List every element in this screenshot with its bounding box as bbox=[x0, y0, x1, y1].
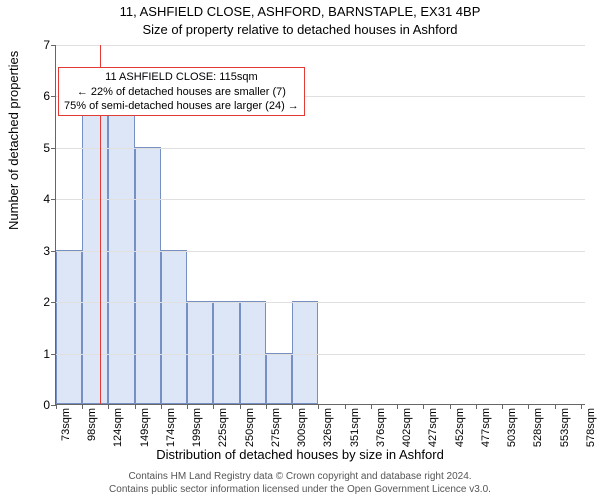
x-axis-label: Distribution of detached houses by size … bbox=[0, 447, 600, 462]
histogram-bar bbox=[135, 147, 161, 404]
x-tick-mark bbox=[318, 404, 319, 409]
chart-title-description: Size of property relative to detached ho… bbox=[0, 22, 600, 37]
annotation-line-1: 11 ASHFIELD CLOSE: 115sqm bbox=[105, 71, 257, 83]
x-tick-label: 528sqm bbox=[532, 408, 544, 447]
x-tick-mark bbox=[450, 404, 451, 409]
x-tick-mark bbox=[476, 404, 477, 409]
chart-title-address: 11, ASHFIELD CLOSE, ASHFORD, BARNSTAPLE,… bbox=[0, 4, 600, 19]
x-tick-label: 199sqm bbox=[191, 408, 203, 447]
x-tick-label: 402sqm bbox=[401, 408, 413, 447]
x-tick-mark bbox=[345, 404, 346, 409]
gridline-h bbox=[56, 302, 585, 303]
chart-container: { "chart": { "type": "histogram", "title… bbox=[0, 0, 600, 500]
x-tick-mark bbox=[135, 404, 136, 409]
x-tick-label: 275sqm bbox=[270, 408, 282, 447]
y-tick-label: 5 bbox=[43, 141, 50, 155]
y-tick-mark bbox=[51, 251, 56, 252]
x-tick-mark bbox=[56, 404, 57, 409]
x-tick-label: 225sqm bbox=[217, 408, 229, 447]
x-tick-label: 351sqm bbox=[349, 408, 361, 447]
footer-line-1: Contains HM Land Registry data © Crown c… bbox=[128, 471, 471, 482]
gridline-h bbox=[56, 148, 585, 149]
x-tick-mark bbox=[240, 404, 241, 409]
annotation-line-2: ← 22% of detached houses are smaller (7) bbox=[77, 86, 286, 98]
x-tick-label: 553sqm bbox=[559, 408, 571, 447]
x-tick-mark bbox=[581, 404, 582, 409]
x-tick-label: 477sqm bbox=[480, 408, 492, 447]
x-tick-mark bbox=[187, 404, 188, 409]
y-tick-mark bbox=[51, 45, 56, 46]
x-tick-label: 98sqm bbox=[86, 408, 98, 441]
x-tick-mark bbox=[528, 404, 529, 409]
y-tick-mark bbox=[51, 354, 56, 355]
histogram-bar bbox=[161, 250, 187, 404]
x-tick-label: 250sqm bbox=[244, 408, 256, 447]
y-tick-label: 3 bbox=[43, 244, 50, 258]
y-tick-label: 0 bbox=[43, 398, 50, 412]
gridline-h bbox=[56, 354, 585, 355]
y-tick-label: 2 bbox=[43, 295, 50, 309]
x-tick-label: 452sqm bbox=[454, 408, 466, 447]
histogram-bar bbox=[56, 250, 82, 404]
x-tick-label: 376sqm bbox=[375, 408, 387, 447]
plot-area: 0123456773sqm98sqm124sqm149sqm174sqm199s… bbox=[55, 45, 585, 405]
x-tick-label: 326sqm bbox=[322, 408, 334, 447]
footer-line-2: Contains public sector information licen… bbox=[109, 484, 491, 495]
x-tick-label: 578sqm bbox=[585, 408, 597, 447]
gridline-h bbox=[56, 251, 585, 252]
y-tick-mark bbox=[51, 96, 56, 97]
y-tick-mark bbox=[51, 302, 56, 303]
y-tick-label: 4 bbox=[43, 192, 50, 206]
y-tick-mark bbox=[51, 199, 56, 200]
histogram-bar bbox=[266, 353, 292, 404]
x-tick-mark bbox=[292, 404, 293, 409]
annotation-line-3: 75% of semi-detached houses are larger (… bbox=[64, 100, 299, 112]
x-tick-mark bbox=[502, 404, 503, 409]
x-tick-label: 149sqm bbox=[139, 408, 151, 447]
y-tick-label: 6 bbox=[43, 89, 50, 103]
x-tick-mark bbox=[423, 404, 424, 409]
property-annotation-box: 11 ASHFIELD CLOSE: 115sqm ← 22% of detach… bbox=[58, 67, 305, 116]
x-tick-label: 427sqm bbox=[427, 408, 439, 447]
x-tick-mark bbox=[161, 404, 162, 409]
gridline-h bbox=[56, 199, 585, 200]
y-axis-label: Number of detached properties bbox=[6, 51, 21, 230]
y-tick-label: 1 bbox=[43, 347, 50, 361]
x-tick-label: 124sqm bbox=[112, 408, 124, 447]
x-tick-mark bbox=[555, 404, 556, 409]
x-tick-label: 73sqm bbox=[60, 408, 72, 441]
y-tick-label: 7 bbox=[43, 38, 50, 52]
x-tick-mark bbox=[82, 404, 83, 409]
x-tick-mark bbox=[371, 404, 372, 409]
x-tick-label: 503sqm bbox=[506, 408, 518, 447]
x-tick-mark bbox=[213, 404, 214, 409]
gridline-h bbox=[56, 45, 585, 46]
x-tick-mark bbox=[266, 404, 267, 409]
y-tick-mark bbox=[51, 148, 56, 149]
x-tick-mark bbox=[397, 404, 398, 409]
x-tick-label: 300sqm bbox=[296, 408, 308, 447]
chart-footer: Contains HM Land Registry data © Crown c… bbox=[0, 471, 600, 496]
x-tick-label: 174sqm bbox=[165, 408, 177, 447]
x-tick-mark bbox=[108, 404, 109, 409]
